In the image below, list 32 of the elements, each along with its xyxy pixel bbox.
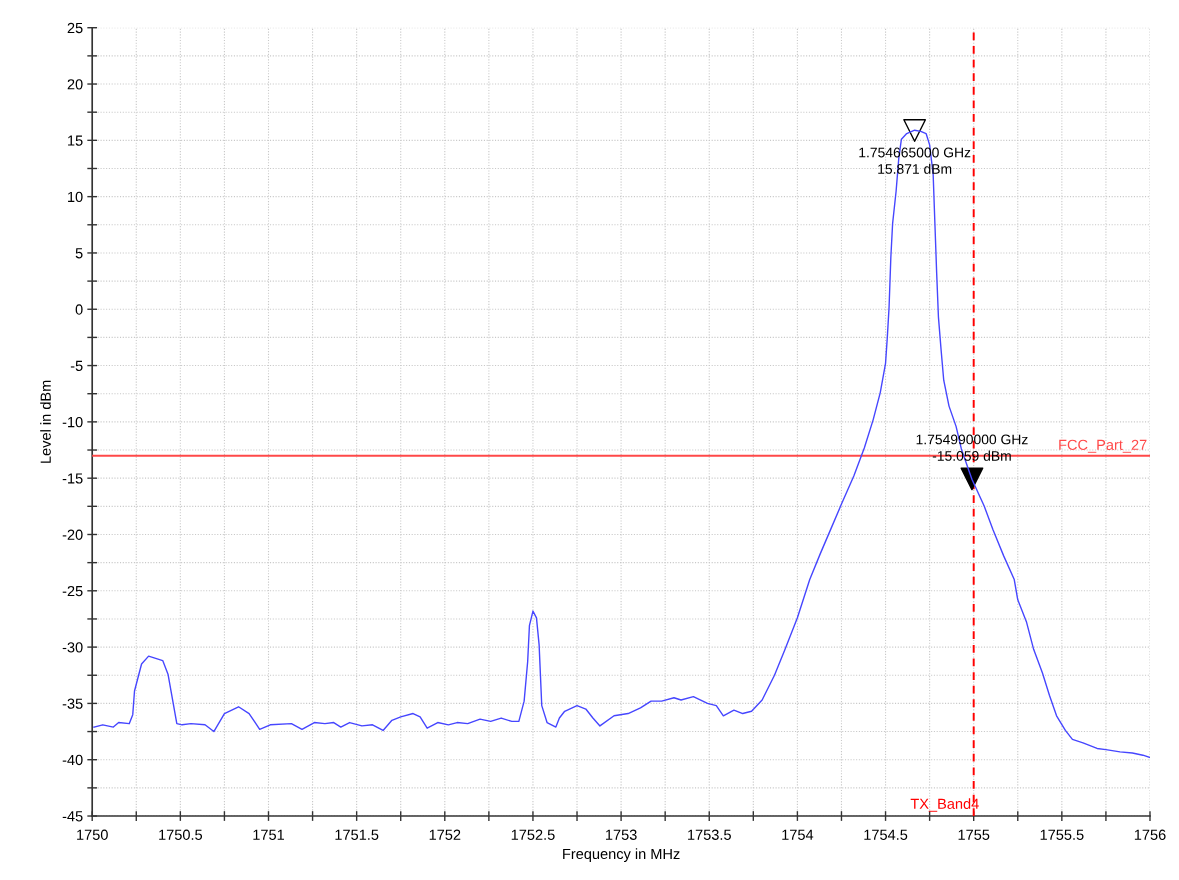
x-tick-label: 1752 [429,829,461,840]
y-tick-label: 25 [67,22,83,34]
y-tick-label: -40 [62,754,83,766]
y-axis-title: Level in dBm [40,380,51,463]
y-tick-label: -30 [62,642,83,653]
y-tick-label: 5 [75,248,83,259]
y-tick-label: -25 [62,585,83,597]
x-tick-label: 1751.5 [335,829,379,840]
ref-line-label: FCC_Part_27 [1059,439,1147,453]
x-tick-label: 1754.5 [864,829,908,840]
x-tick-label: 1751 [253,829,285,840]
y-tick-label: 10 [68,191,83,203]
y-tick-label: 0 [75,304,83,315]
y-tick-label: -15 [62,473,83,484]
x-tick-label: 1753.5 [688,829,731,840]
y-tick-label: 15 [68,135,83,146]
x-tick-label: 1755 [958,829,990,840]
y-tick-label: -5 [70,360,83,371]
x-tick-label: 1752.5 [511,829,555,840]
x-tick-label: 1755.5 [1040,829,1084,840]
y-tick-label: -45 [62,811,83,822]
ref-line-label: TX_Band4 [910,798,979,812]
y-tick-label: -10 [62,416,83,428]
y-tick-label: 20 [67,79,83,90]
x-tick-label: 1750.5 [159,829,203,840]
x-tick-label: 1750 [77,829,108,840]
y-tick-label: -35 [62,698,83,709]
x-tick-label: 1754 [782,829,814,840]
x-tick-label: 1756 [1134,829,1166,840]
x-tick-label: 1753 [605,829,637,840]
y-tick-label: -20 [62,529,83,540]
x-axis-title: Frequency in MHz [563,848,680,862]
